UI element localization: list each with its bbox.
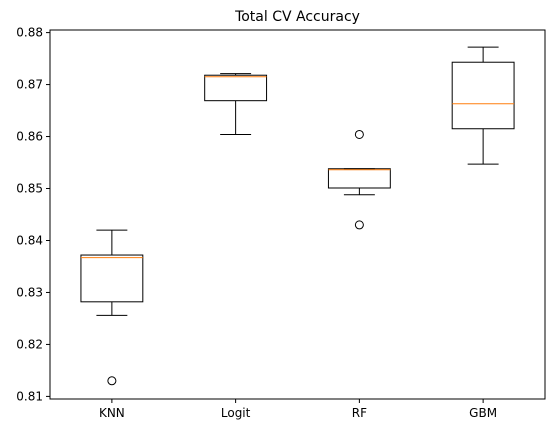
box-logit: [204, 74, 268, 102]
x-tick-label: KNN: [99, 406, 125, 420]
y-tick-label: 0.81: [16, 389, 43, 403]
y-tick-label: 0.84: [16, 233, 43, 247]
outlier-knn: [107, 376, 117, 386]
chart-title: Total CV Accuracy: [234, 9, 360, 25]
box-knn: [80, 254, 144, 303]
plot-frame: [49, 29, 546, 400]
x-tick-label: Logit: [221, 406, 251, 420]
y-tick-label: 0.83: [16, 285, 43, 299]
y-tick-label: 0.86: [16, 130, 43, 144]
x-tick-label: RF: [352, 406, 367, 420]
x-tick-label: GBM: [469, 406, 497, 420]
y-tick-label: 0.85: [16, 182, 43, 196]
y-tick-label: 0.88: [16, 26, 43, 40]
box-rf: [327, 168, 391, 189]
y-tick-label: 0.82: [16, 337, 43, 351]
y-tick-label: 0.87: [16, 78, 43, 92]
outlier-rf: [354, 129, 364, 139]
plot-area: 0.81 0.82 0.83 0.84 0.85 0.86 0.87 0.88 KNN Logit…: [16, 26, 546, 420]
box-gbm: [451, 61, 515, 130]
outlier-rf: [354, 220, 364, 230]
